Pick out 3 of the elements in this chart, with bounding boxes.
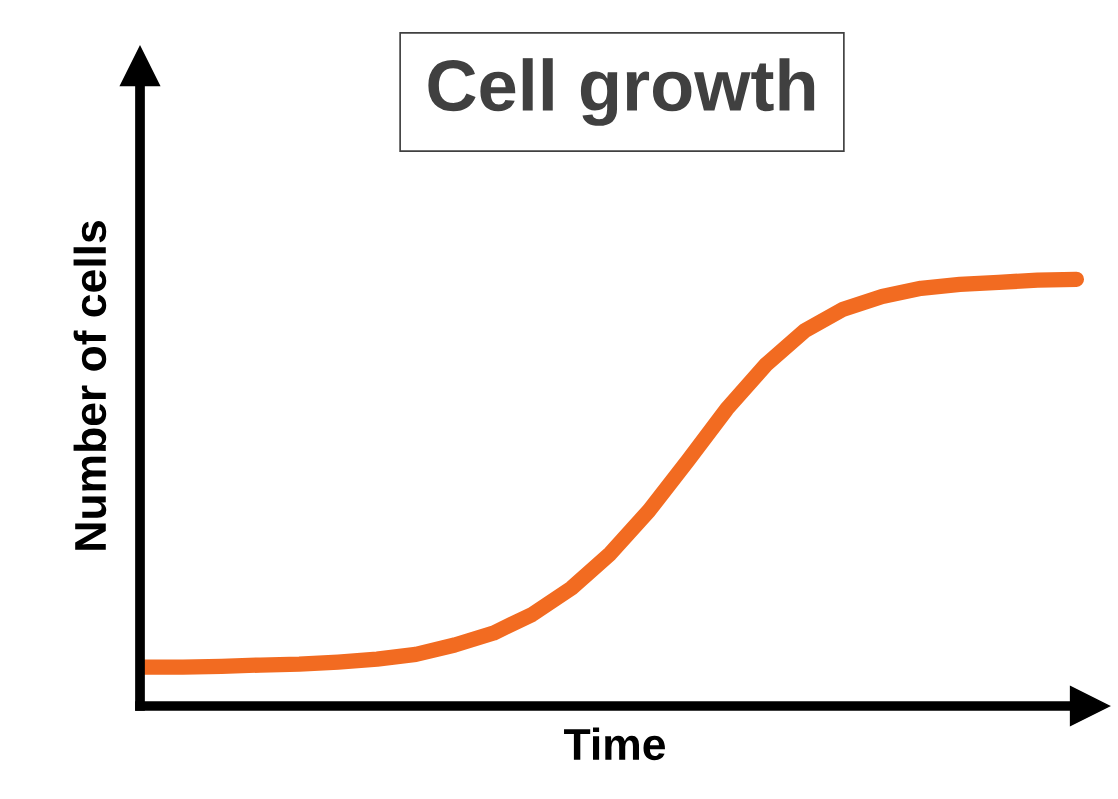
x-axis-title: Time <box>564 727 665 761</box>
y-axis-title: Number of cells <box>73 221 107 550</box>
chart-title: Cell growth <box>428 58 815 126</box>
